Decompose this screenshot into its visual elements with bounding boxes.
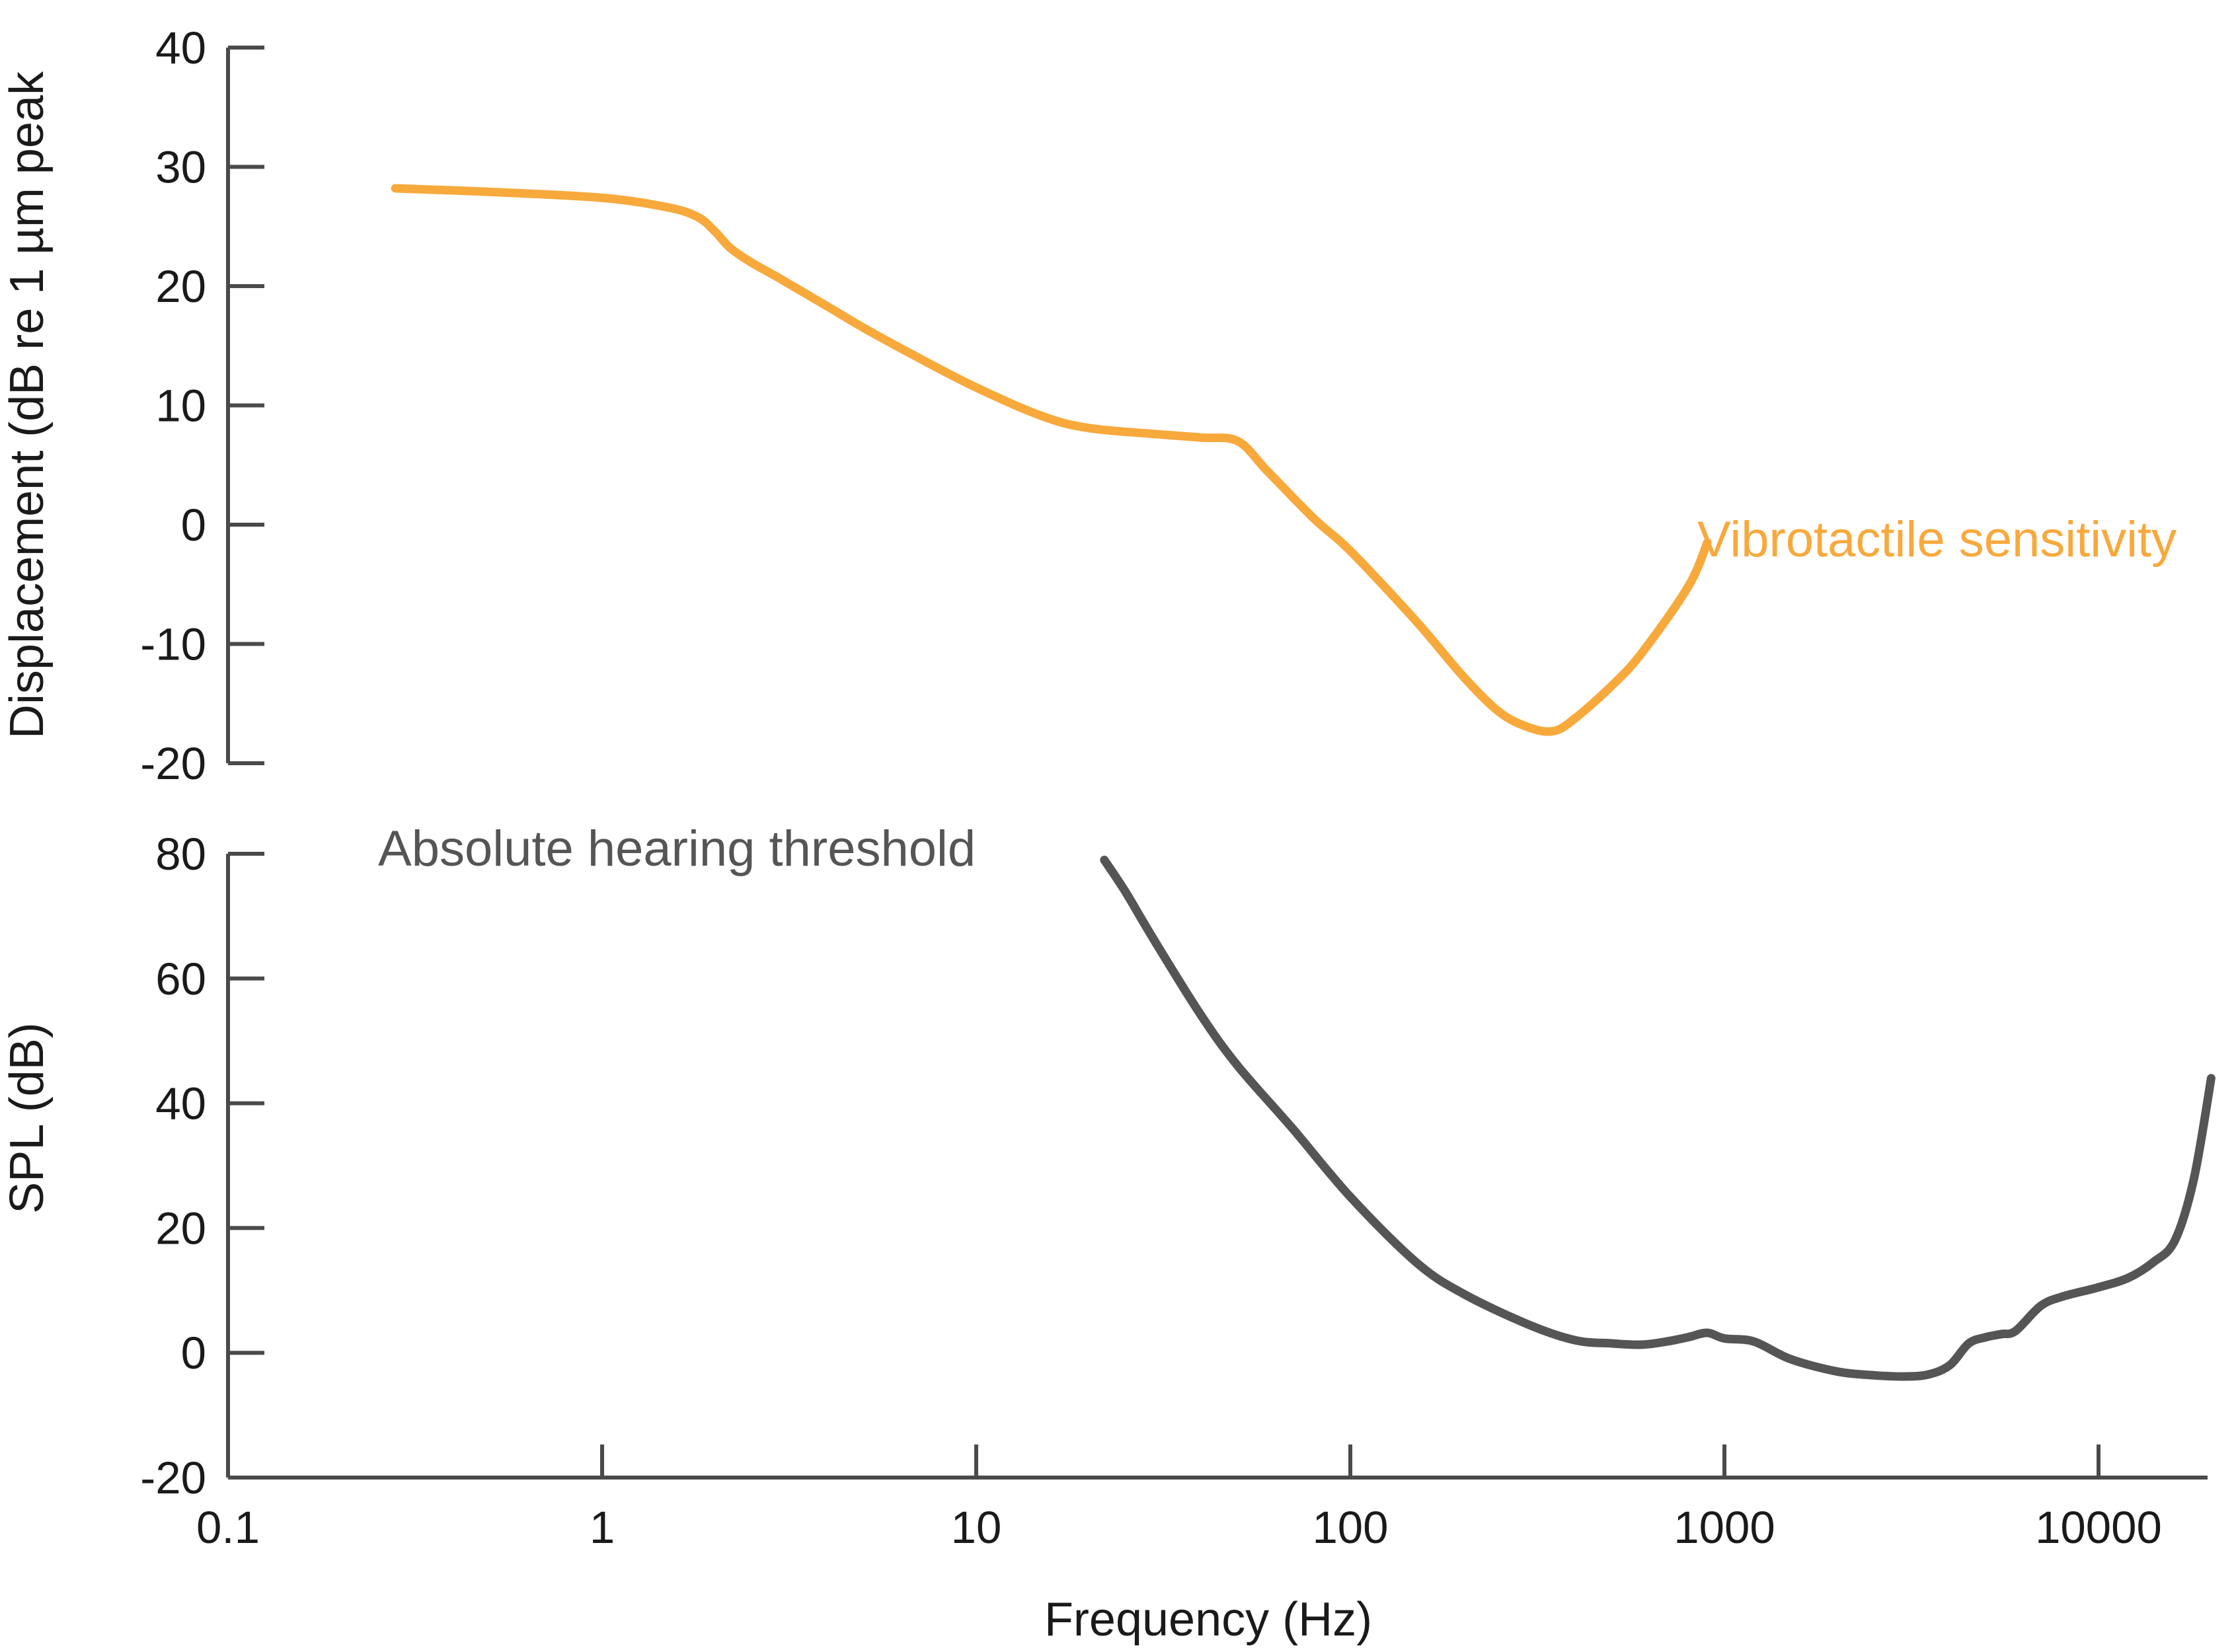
top-y-tick-label: 40 xyxy=(155,22,206,73)
top-y-tick-label: -10 xyxy=(140,619,206,670)
top-y-axis-title: Displacement (dB re 1 µm peak xyxy=(1,71,54,739)
bottom-y-tick-label: 60 xyxy=(155,954,206,1004)
x-tick-label: 1000 xyxy=(1674,1502,1775,1553)
bottom-y-ticks: 80 60 40 20 0 -20 xyxy=(140,829,264,1503)
x-tick-label: 100 xyxy=(1312,1502,1388,1553)
x-tick-label: 0.1 xyxy=(196,1502,260,1553)
top-y-tick-label: 0 xyxy=(181,500,206,550)
bottom-y-tick-label: 40 xyxy=(155,1078,206,1129)
top-y-tick-label: 20 xyxy=(155,261,206,312)
bottom-y-tick-label: 0 xyxy=(181,1328,206,1378)
vibrotactile-sensitivity-label: Vibrotactile sensitivity xyxy=(1697,511,2177,568)
bottom-y-tick-label: 20 xyxy=(155,1203,206,1254)
bottom-y-tick-label: 80 xyxy=(155,829,206,880)
absolute-hearing-threshold-line xyxy=(1100,855,2216,1381)
x-tick-label: 10000 xyxy=(2035,1502,2162,1553)
bottom-y-axis-title: SPL (dB) xyxy=(1,1022,54,1213)
vibrotactile-sensitivity-line xyxy=(391,184,1712,736)
top-panel: 40 30 20 10 0 -10 -20 Displacement (dB re 1 µm… xyxy=(1,22,2177,789)
x-axis-title: Frequency (Hz) xyxy=(1044,1593,1372,1646)
top-y-tick-label: 10 xyxy=(155,381,206,432)
bottom-panel: 80 60 40 20 0 -20 0.1 1 10 100 1000 10000 SPL (dB)… xyxy=(1,821,2216,1646)
x-ticks: 0.1 1 10 100 1000 10000 xyxy=(196,1445,2162,1553)
x-tick-label: 1 xyxy=(590,1502,615,1553)
top-y-tick-label: 30 xyxy=(155,142,206,193)
top-y-ticks: 40 30 20 10 0 -10 -20 xyxy=(140,22,264,789)
top-y-tick-label: -20 xyxy=(140,738,206,789)
absolute-hearing-threshold-label: Absolute hearing threshold xyxy=(378,821,976,877)
bottom-y-tick-label: -20 xyxy=(140,1452,206,1503)
x-tick-label: 10 xyxy=(951,1502,1002,1553)
